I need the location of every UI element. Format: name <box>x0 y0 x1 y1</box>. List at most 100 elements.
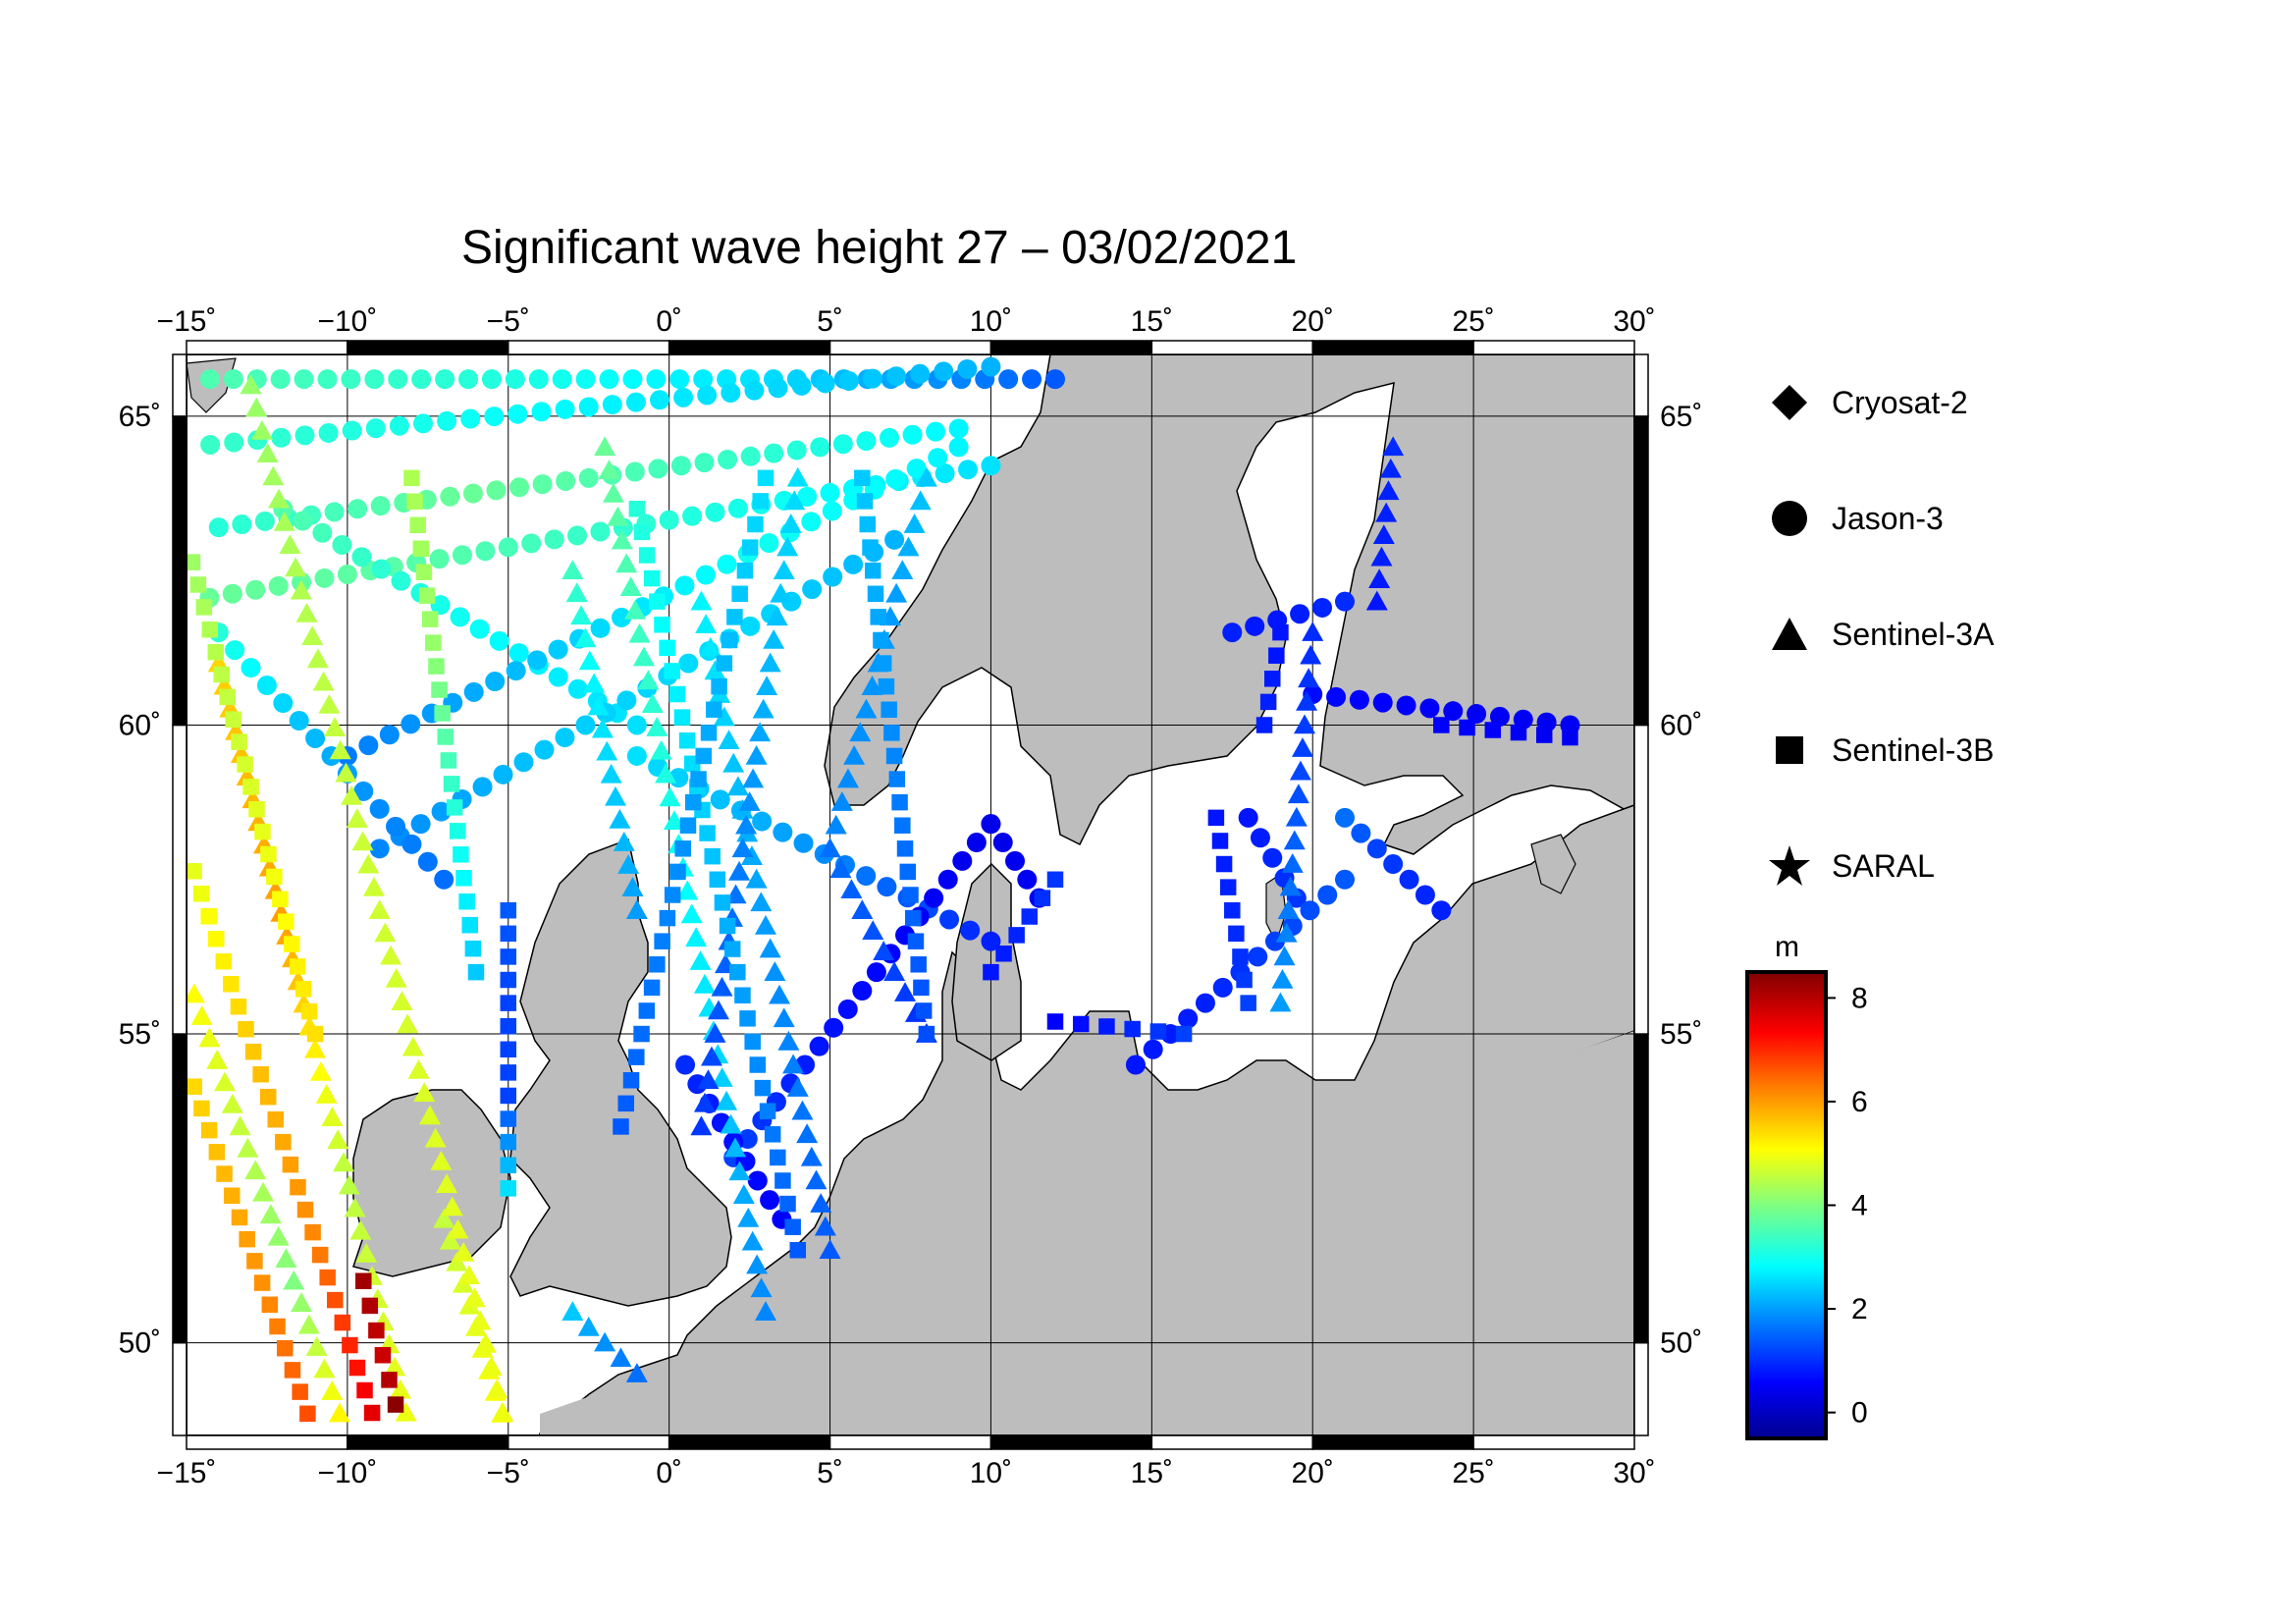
sentinel3a-point <box>335 762 357 783</box>
sentinel3a-point <box>441 1196 463 1217</box>
jason3-point <box>452 545 472 566</box>
jason3-point <box>797 486 818 507</box>
jason3-point <box>411 369 432 390</box>
sentinel3b-point <box>1046 871 1064 889</box>
jason3-point <box>312 522 333 543</box>
sentinel3a-point <box>240 374 262 395</box>
jason3-point <box>556 470 576 491</box>
sentinel3a-point <box>295 602 318 622</box>
sentinel3a-point <box>327 1129 349 1150</box>
jason3-point <box>801 512 822 532</box>
sentinel3b-point <box>856 493 874 510</box>
sentinel3b-point <box>918 1025 935 1043</box>
sentinel3a-point <box>693 1092 716 1112</box>
frame-segment <box>667 1434 831 1450</box>
sentinel3b-point <box>266 868 283 886</box>
sentinel3b-point <box>913 979 930 997</box>
sentinel3b-point <box>292 1383 308 1400</box>
frame-segment <box>1472 340 1635 355</box>
sentinel3a-point <box>315 1084 338 1104</box>
sentinel3b-point <box>1207 809 1225 827</box>
sentinel3a-point <box>190 1005 213 1025</box>
sentinel3a-point <box>700 1046 722 1066</box>
sentinel3a-point <box>605 785 627 806</box>
jason3-point <box>225 640 245 661</box>
sentinel3b-point <box>440 752 457 769</box>
legend-label: SARAL <box>1832 847 1935 884</box>
sentinel3b-point <box>500 1064 517 1081</box>
sentinel3b-point <box>193 1100 210 1117</box>
sentinel3b-point <box>899 863 917 881</box>
sentinel3a-point <box>763 628 785 649</box>
jason3-point <box>271 427 292 448</box>
sentinel3b-point <box>290 1178 306 1196</box>
sentinel3a-point <box>301 625 324 646</box>
sentinel3b-point <box>628 501 646 517</box>
frame-segment <box>507 1434 670 1450</box>
sentinel3b-point <box>261 1296 279 1314</box>
jason3-point <box>507 404 528 424</box>
sentinel3a-point <box>385 967 407 988</box>
jason3-point <box>528 369 549 390</box>
sentinel3b-point <box>453 846 469 863</box>
sentinel3a-point <box>755 914 776 935</box>
sentinel3b-point <box>342 1336 358 1354</box>
jason3-point <box>1245 616 1265 636</box>
sentinel3b-point <box>902 887 919 903</box>
sentinel3b-point <box>873 631 889 649</box>
circle-icon <box>1767 496 1812 541</box>
sentinel3a-point <box>738 791 761 811</box>
jason3-point <box>1250 828 1270 848</box>
sentinel3b-point <box>1264 671 1281 687</box>
jason3-point <box>802 579 823 600</box>
sentinel3b-point <box>1484 722 1502 738</box>
jason3-point <box>866 962 886 983</box>
sentinel3a-point <box>655 763 677 784</box>
jason3-point <box>764 443 784 463</box>
sentinel3b-point <box>267 1110 285 1128</box>
frame-segment <box>186 1434 348 1450</box>
jason3-point <box>822 501 842 521</box>
jason3-point <box>305 728 326 748</box>
lon-tick-label: 20˚ <box>1292 305 1334 338</box>
sentinel3b-point <box>1224 901 1241 919</box>
frame-segment <box>172 353 187 417</box>
sentinel3b-point <box>412 540 430 557</box>
sentinel3a-point <box>680 903 703 924</box>
jason3-point <box>626 745 647 766</box>
sentinel3b-point <box>500 971 517 989</box>
jason3-point <box>937 869 958 890</box>
jason3-point <box>389 415 409 436</box>
sentinel3b-point <box>704 847 721 865</box>
sentinel3b-point <box>355 1272 372 1289</box>
sentinel3a-point <box>1296 690 1318 711</box>
sentinel3b-point <box>659 909 676 927</box>
jason3-point <box>1312 597 1333 618</box>
sentinel3a-point <box>237 1137 259 1158</box>
star-icon <box>1767 843 1812 889</box>
jason3-point <box>440 486 460 507</box>
sentinel3b-point <box>500 1110 517 1127</box>
colorbar-tick-label: 4 <box>1851 1190 1868 1222</box>
sentinel3a-point <box>862 920 884 940</box>
jason3-point <box>460 408 481 429</box>
sentinel3b-point <box>415 564 433 580</box>
sentinel3a-point <box>259 1204 282 1224</box>
jason3-point <box>548 667 568 687</box>
sentinel3a-point <box>341 784 363 805</box>
sentinel3a-point <box>741 1230 764 1251</box>
sentinel3b-point <box>859 515 877 533</box>
sentinel3a-point <box>1372 524 1395 545</box>
land-scandinavia <box>824 353 1635 855</box>
jason3-point <box>675 1055 696 1075</box>
sentinel3b-point <box>500 1180 517 1197</box>
jason3-point <box>401 834 422 854</box>
sentinel3a-point <box>903 514 926 533</box>
lon-tick-label: −15˚ <box>157 305 217 338</box>
jason3-point <box>966 833 987 853</box>
sentinel3b-point <box>654 933 670 949</box>
jason3-point <box>646 369 667 390</box>
sentinel3b-point <box>875 655 892 672</box>
sentinel3b-point <box>296 1201 314 1218</box>
sentinel3b-point <box>216 1165 233 1182</box>
